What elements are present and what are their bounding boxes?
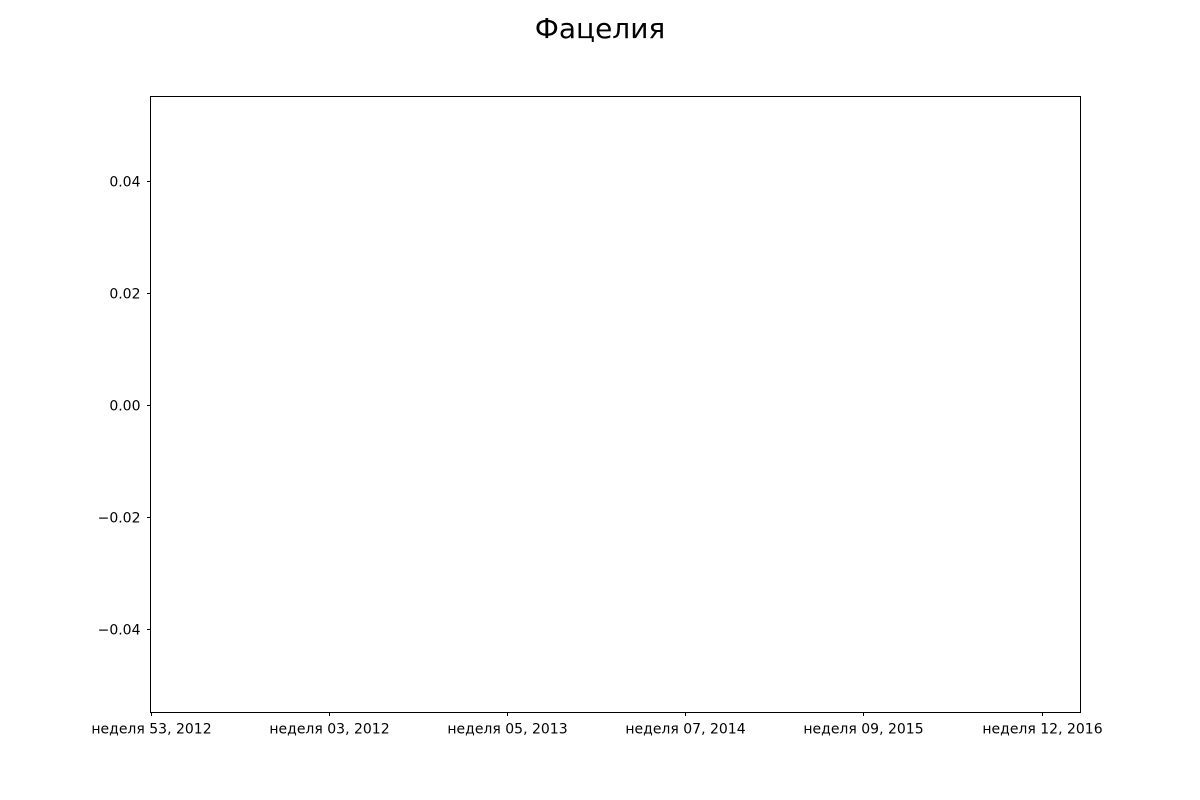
chart-title: Фацелия: [534, 12, 666, 45]
y-tick-label: 0.04: [109, 175, 140, 191]
y-tick-label: −0.04: [98, 623, 141, 639]
x-tick-label: неделя 05, 2013: [447, 722, 567, 738]
x-tick-label: неделя 03, 2012: [269, 722, 389, 738]
y-tick-label: 0.00: [109, 399, 140, 415]
y-axis: 0.04 0.02 0.00 −0.02 −0.04: [98, 175, 151, 639]
x-tick-label: неделя 53, 2012: [91, 722, 211, 738]
x-tick-label: неделя 07, 2014: [625, 722, 745, 738]
x-tick-label: неделя 12, 2016: [982, 722, 1102, 738]
y-tick-label: −0.02: [98, 511, 141, 527]
x-tick-label: неделя 09, 2015: [803, 722, 923, 738]
plot-area: [150, 96, 1081, 713]
y-tick-label: 0.02: [109, 287, 140, 303]
x-axis: неделя 53, 2012 неделя 03, 2012 неделя 05,…: [91, 712, 1103, 738]
